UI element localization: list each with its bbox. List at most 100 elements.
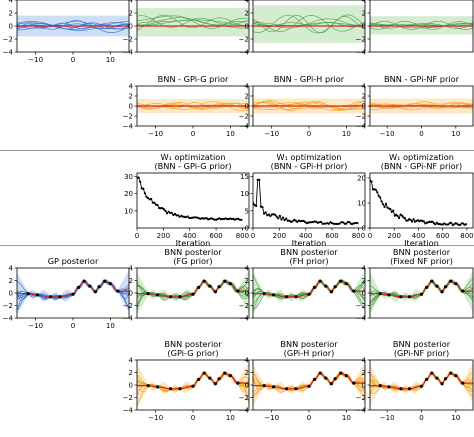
y-tick-label: −2 <box>356 113 366 121</box>
loss-point <box>319 220 323 224</box>
loss-point <box>406 219 409 222</box>
panel-title: (Fixed NF prior) <box>390 256 453 266</box>
sample-line <box>253 22 365 26</box>
panel-p_gp_post: −4 −2 0 2 4 −10 0 10 GP posterior <box>3 256 130 330</box>
loss-point <box>170 211 173 214</box>
y-tick-label: 4 <box>245 357 250 365</box>
loss-point <box>192 216 196 219</box>
observation-point <box>285 295 289 299</box>
observation-point <box>71 292 75 296</box>
loss-point <box>161 207 164 210</box>
loss-point <box>267 213 270 216</box>
observation-point <box>217 285 221 289</box>
panel-title: BNN posterior <box>393 339 451 349</box>
axes-frame <box>369 172 474 229</box>
observation-point <box>333 285 337 289</box>
x-tick-label: 0 <box>71 322 75 330</box>
y-tick-label: 0 <box>9 23 13 31</box>
y-tick-label: 2 <box>245 10 249 18</box>
loss-point <box>226 217 229 221</box>
observation-point <box>208 376 212 380</box>
sample-line <box>17 22 129 30</box>
observation-point <box>449 371 453 375</box>
y-tick-label: 0 <box>9 290 13 298</box>
observation-point <box>228 282 232 286</box>
y-tick-label: 0 <box>129 23 133 31</box>
x-tick-label: 0 <box>307 414 311 422</box>
y-tick-label: −4 <box>123 315 134 323</box>
panel-p_gpinf_post: −4 −2 0 2 4 −10 0 10 BNN posterior(GPi-NF prior) <box>356 339 474 422</box>
y-tick-label: −2 <box>123 36 133 44</box>
loss-point <box>321 222 324 225</box>
y-tick-label: 0 <box>129 382 133 390</box>
loss-point <box>447 223 450 226</box>
observation-point <box>443 285 448 289</box>
x-axis-label: Iteration <box>292 238 327 248</box>
observation-point <box>435 284 439 288</box>
loss-point <box>232 217 235 220</box>
observation-point <box>352 381 356 385</box>
loss-point <box>280 218 283 221</box>
loss-point <box>389 207 392 211</box>
observation-point <box>339 279 343 283</box>
credible-band <box>137 269 249 315</box>
observation-point <box>155 293 160 297</box>
y-tick-label: 4 <box>9 0 14 5</box>
panel-title: BNN posterior <box>280 247 338 257</box>
y-tick-label: 2 <box>129 277 133 285</box>
loss-point <box>300 219 304 223</box>
y-tick-label: 0 <box>362 225 366 233</box>
loss-point <box>412 218 415 221</box>
y-tick-label: −4 <box>239 315 250 323</box>
loss-point <box>349 222 353 225</box>
panel-p_fnf_post: −4 −2 0 2 4 BNN posterior(Fixed NF prior) <box>356 247 474 323</box>
y-tick-label: 5 <box>245 207 249 215</box>
x-tick-label: 0 <box>419 414 423 422</box>
y-tick-label: −4 <box>3 315 14 323</box>
y-tick-label: −2 <box>123 113 133 121</box>
panel-title: (GPi-NF prior) <box>394 348 449 358</box>
loss-point <box>304 220 307 224</box>
x-tick-label: 400 <box>183 232 196 240</box>
loss-point <box>294 219 297 222</box>
loss-point <box>343 222 346 225</box>
y-tick-label: 2 <box>362 277 366 285</box>
observation-point <box>26 292 30 296</box>
observation-point <box>208 284 212 288</box>
y-tick-label: 4 <box>9 265 14 273</box>
y-tick-label: −4 <box>123 49 134 57</box>
sample-line <box>17 20 129 33</box>
y-tick-label: 4 <box>362 265 367 273</box>
credible-band <box>17 269 129 315</box>
sample-line <box>253 101 365 111</box>
x-tick-label: −10 <box>28 56 43 64</box>
x-tick-label: 0 <box>251 232 255 240</box>
separator-line <box>0 245 474 246</box>
observation-point <box>344 374 348 378</box>
loss-point <box>277 217 280 220</box>
y-tick-label: 2 <box>129 10 133 18</box>
y-tick-label: 2 <box>245 93 249 101</box>
x-tick-label: −10 <box>264 414 279 422</box>
y-tick-label: −4 <box>356 123 367 131</box>
observation-point <box>440 382 444 386</box>
y-tick-label: −4 <box>239 49 250 57</box>
y-tick-label: −2 <box>239 36 249 44</box>
y-tick-label: −2 <box>123 394 133 402</box>
x-tick-label: 400 <box>412 232 425 240</box>
sample-line <box>253 14 365 34</box>
y-tick-label: 4 <box>129 357 134 365</box>
y-tick-label: 2 <box>362 369 366 377</box>
loss-point <box>403 217 406 220</box>
y-tick-label: 4 <box>362 0 367 5</box>
y-tick-label: 4 <box>362 83 367 91</box>
observation-point <box>339 371 343 375</box>
x-tick-label: 800 <box>460 232 473 240</box>
loss-point <box>335 222 338 226</box>
loss-point <box>422 220 425 223</box>
panel-title: BNN - GPi-NF prior <box>384 74 460 84</box>
loss-point <box>464 223 468 226</box>
panel-p_gpih_prior: −4 −2 0 2 4 −10 0 10 BNN - GPi-H prior <box>239 74 366 138</box>
loss-point <box>291 220 294 223</box>
